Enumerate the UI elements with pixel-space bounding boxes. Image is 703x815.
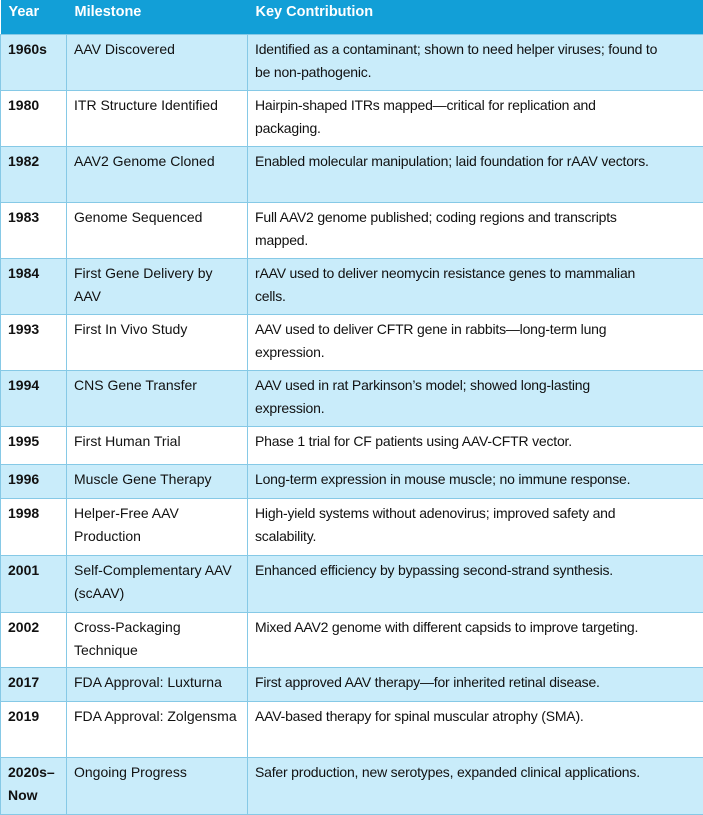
year-cell: 1960s	[1, 35, 67, 91]
milestone-cell: FDA Approval: Luxturna	[67, 668, 248, 702]
contribution-cell: High-yield systems without adenovirus; i…	[248, 499, 703, 556]
year-cell: 1984	[1, 259, 67, 315]
header-contribution: Key Contribution	[248, 0, 703, 35]
milestone-cell: Self-Complementary AAV (scAAV)	[67, 556, 248, 613]
milestone-cell: Ongoing Progress	[67, 758, 248, 815]
contribution-cell: Enhanced efficiency by bypassing second-…	[248, 556, 703, 613]
contribution-cell: Identified as a contaminant; shown to ne…	[248, 35, 703, 91]
milestone-cell: AAV Discovered	[67, 35, 248, 91]
milestone-cell: AAV2 Genome Cloned	[67, 147, 248, 203]
header-year: Year	[1, 0, 67, 35]
year-cell: 2019	[1, 702, 67, 758]
contribution-cell: Full AAV2 genome published; coding regio…	[248, 203, 703, 259]
milestone-cell: ITR Structure Identified	[67, 91, 248, 147]
contribution-cell: Safer production, new serotypes, expande…	[248, 758, 703, 815]
milestone-cell: First Human Trial	[67, 427, 248, 465]
contribution-cell: Phase 1 trial for CF patients using AAV-…	[248, 427, 703, 465]
contribution-cell: Mixed AAV2 genome with different capsids…	[248, 613, 703, 668]
year-cell: 1994	[1, 371, 67, 427]
year-cell: 1995	[1, 427, 67, 465]
year-cell: 2001	[1, 556, 67, 613]
contribution-cell: Enabled molecular manipulation; laid fou…	[248, 147, 703, 203]
contribution-cell: First approved AAV therapy—for inherited…	[248, 668, 703, 702]
header-row: Year Milestone Key Contribution	[1, 0, 703, 35]
year-cell: 1982	[1, 147, 67, 203]
year-cell: 2017	[1, 668, 67, 702]
milestone-cell: FDA Approval: Zolgensma	[67, 702, 248, 758]
contribution-cell: AAV used in rat Parkinson’s model; showe…	[248, 371, 703, 427]
year-cell: 2002	[1, 613, 67, 668]
milestone-cell: First In Vivo Study	[67, 315, 248, 371]
contribution-cell: Hairpin-shaped ITRs mapped—critical for …	[248, 91, 703, 147]
contribution-cell: Long-term expression in mouse muscle; no…	[248, 465, 703, 499]
year-cell: 1980	[1, 91, 67, 147]
contribution-cell: AAV-based therapy for spinal muscular at…	[248, 702, 703, 758]
milestone-cell: Cross-Packaging Technique	[67, 613, 248, 668]
milestone-cell: Genome Sequenced	[67, 203, 248, 259]
header-milestone: Milestone	[67, 0, 248, 35]
year-cell: 1996	[1, 465, 67, 499]
milestone-cell: Helper-Free AAV Production	[67, 499, 248, 556]
year-cell: 1998	[1, 499, 67, 556]
year-cell: 1983	[1, 203, 67, 259]
milestone-cell: Muscle Gene Therapy	[67, 465, 248, 499]
year-cell: 1993	[1, 315, 67, 371]
milestone-cell: First Gene Delivery by AAV	[67, 259, 248, 315]
milestone-cell: CNS Gene Transfer	[67, 371, 248, 427]
contribution-cell: rAAV used to deliver neomycin resistance…	[248, 259, 703, 315]
year-cell: 2020s–Now	[1, 758, 67, 815]
contribution-cell: AAV used to deliver CFTR gene in rabbits…	[248, 315, 703, 371]
